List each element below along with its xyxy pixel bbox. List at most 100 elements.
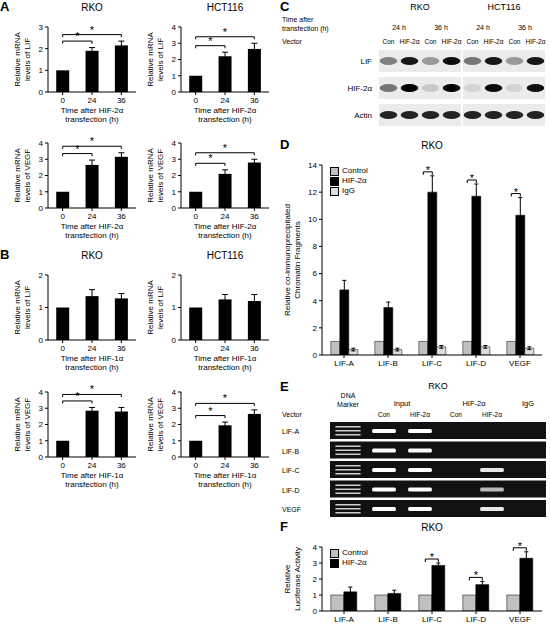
svg-text:VEGF: VEGF — [509, 615, 531, 624]
svg-text:1: 1 — [172, 72, 177, 81]
svg-text:VEGF: VEGF — [509, 359, 531, 368]
svg-text:Time after HIF-1αtransfection: Time after HIF-1αtransfection (h) — [194, 471, 257, 489]
svg-text:*: * — [426, 164, 431, 176]
svg-text:Relative mRNAlevels of LIF: Relative mRNAlevels of LIF — [146, 280, 165, 335]
svg-text:24 h: 24 h — [392, 24, 406, 31]
svg-text:Time after HIF-2αtransfection: Time after HIF-2αtransfection (h) — [194, 222, 257, 240]
svg-text:3: 3 — [39, 404, 44, 413]
svg-text:Vector: Vector — [282, 411, 303, 418]
svg-text:*: * — [514, 186, 519, 198]
svg-text:36: 36 — [117, 212, 126, 221]
svg-text:HCT116: HCT116 — [488, 2, 521, 12]
svg-text:HIF-2α: HIF-2α — [410, 411, 430, 418]
svg-text:36: 36 — [250, 96, 259, 105]
svg-text:0: 0 — [39, 204, 44, 213]
svg-text:0: 0 — [39, 336, 44, 345]
svg-text:Time after HIF-1αtransfection: Time after HIF-1αtransfection (h) — [61, 354, 124, 372]
svg-text:0: 0 — [193, 212, 198, 221]
svg-text:1: 1 — [39, 437, 44, 446]
svg-text:Con: Con — [425, 38, 437, 45]
svg-text:4: 4 — [39, 388, 44, 397]
svg-text:8: 8 — [313, 242, 318, 251]
svg-text:1: 1 — [39, 66, 44, 75]
svg-text:2: 2 — [172, 171, 177, 180]
svg-text:*: * — [223, 26, 228, 38]
svg-text:36: 36 — [117, 96, 126, 105]
svg-text:6: 6 — [313, 269, 318, 278]
svg-text:0: 0 — [60, 344, 65, 353]
svg-text:HIF-2α: HIF-2α — [482, 411, 502, 418]
svg-text:1: 1 — [39, 303, 44, 312]
svg-text:HIF-2α: HIF-2α — [441, 38, 461, 45]
svg-text:*: * — [470, 172, 475, 184]
svg-text:24: 24 — [88, 344, 97, 353]
svg-text:24: 24 — [221, 344, 230, 353]
svg-text:HIF-2α: HIF-2α — [483, 38, 503, 45]
svg-text:2: 2 — [39, 271, 44, 280]
svg-text:Input: Input — [394, 399, 412, 408]
svg-text:LIF-C: LIF-C — [422, 359, 442, 368]
svg-text:Relative mRNAlevels of VEGF: Relative mRNAlevels of VEGF — [13, 397, 32, 452]
svg-text:*: * — [223, 392, 228, 404]
svg-text:0: 0 — [172, 204, 177, 213]
svg-text:Con: Con — [509, 38, 521, 45]
svg-text:RKO: RKO — [410, 2, 430, 12]
svg-text:Relative mRNAlevels of VEGF: Relative mRNAlevels of VEGF — [146, 148, 165, 203]
svg-text:*: * — [75, 143, 80, 155]
svg-text:0: 0 — [193, 344, 198, 353]
svg-text:LIF-D: LIF-D — [282, 487, 300, 494]
svg-text:RelativeLuciferase Activity: RelativeLuciferase Activity — [283, 547, 302, 611]
svg-text:Relative mRNAlevels of VEGF: Relative mRNAlevels of VEGF — [146, 397, 165, 452]
svg-text:LIF-C: LIF-C — [422, 615, 442, 624]
svg-text:4: 4 — [172, 23, 177, 32]
svg-text:*: * — [75, 390, 80, 402]
svg-text:0: 0 — [172, 88, 177, 97]
svg-text:LIF: LIF — [360, 57, 372, 66]
svg-text:0: 0 — [313, 607, 318, 616]
svg-text:0: 0 — [60, 212, 65, 221]
svg-text:*: * — [90, 383, 95, 395]
svg-text:3: 3 — [313, 559, 318, 568]
svg-text:LIF-B: LIF-B — [378, 615, 398, 624]
svg-text:14: 14 — [308, 161, 317, 170]
svg-text:IgG: IgG — [522, 399, 534, 408]
svg-text:Time after: Time after — [282, 16, 314, 23]
svg-text:LIF-B: LIF-B — [282, 448, 299, 455]
svg-text:2: 2 — [39, 171, 44, 180]
svg-text:2: 2 — [313, 575, 318, 584]
svg-text:36: 36 — [250, 212, 259, 221]
svg-text:2: 2 — [172, 55, 177, 64]
svg-text:Marker: Marker — [337, 401, 359, 408]
svg-text:1: 1 — [172, 188, 177, 197]
svg-text:10: 10 — [308, 215, 317, 224]
svg-text:Relative mRNAlevels of VEGF: Relative mRNAlevels of VEGF — [13, 148, 32, 203]
svg-text:Relative mRNAlevels of LIF: Relative mRNAlevels of LIF — [13, 32, 32, 87]
svg-text:DNA: DNA — [341, 392, 356, 399]
svg-text:Relative mRNAlevels of LIF: Relative mRNAlevels of LIF — [146, 32, 165, 87]
svg-text:LIF-D: LIF-D — [466, 615, 486, 624]
svg-text:2: 2 — [39, 45, 44, 54]
svg-text:Vector: Vector — [282, 38, 303, 45]
svg-text:0: 0 — [39, 88, 44, 97]
svg-text:HIF-2α: HIF-2α — [347, 84, 372, 93]
svg-text:Relative co-immunoprecipitated: Relative co-immunoprecipitatedChromatin … — [283, 204, 302, 316]
svg-text:Actin: Actin — [354, 111, 372, 120]
svg-text:*: * — [90, 135, 95, 147]
svg-text:Con: Con — [450, 411, 462, 418]
svg-text:36: 36 — [117, 344, 126, 353]
svg-text:*: * — [474, 569, 479, 581]
svg-text:*: * — [75, 30, 80, 42]
svg-text:Time after HIF-2αtransfection: Time after HIF-2αtransfection (h) — [61, 222, 124, 240]
svg-text:0: 0 — [39, 453, 44, 462]
svg-text:4: 4 — [39, 139, 44, 148]
svg-text:0: 0 — [60, 96, 65, 105]
svg-text:36 h: 36 h — [434, 24, 448, 31]
svg-text:Con: Con — [467, 38, 479, 45]
svg-text:*: * — [430, 551, 435, 563]
svg-text:0: 0 — [193, 461, 198, 470]
svg-text:HIF-2α: HIF-2α — [462, 399, 486, 408]
svg-text:0: 0 — [60, 461, 65, 470]
svg-text:*: * — [208, 35, 213, 47]
svg-text:LIF-A: LIF-A — [334, 615, 354, 624]
svg-text:Con: Con — [378, 411, 390, 418]
